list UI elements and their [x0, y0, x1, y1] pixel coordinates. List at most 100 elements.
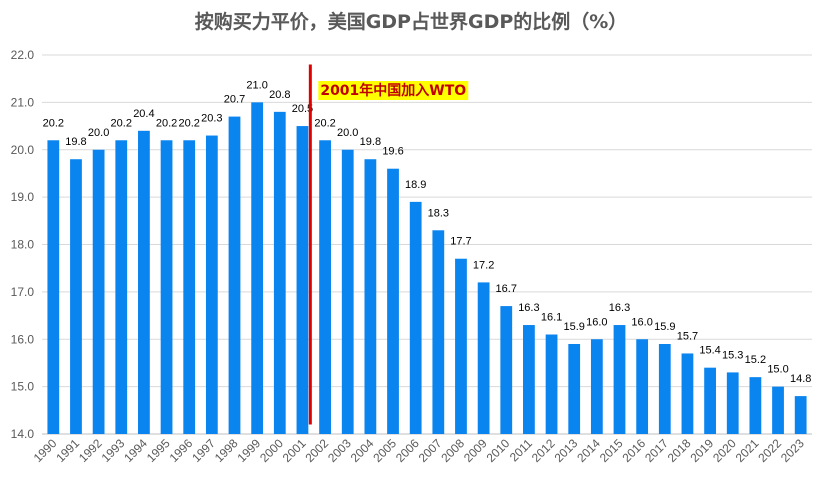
bar-1990: [47, 140, 60, 434]
x-tick-label: 2004: [348, 436, 377, 465]
bar-1996: [183, 140, 196, 434]
x-tick-label: 2021: [733, 436, 762, 465]
bar-2021: [749, 377, 762, 434]
data-label-1992: 20.0: [88, 127, 109, 139]
bar-2022: [772, 386, 784, 434]
bar-2013: [568, 343, 581, 434]
x-tick-label: 1994: [121, 436, 150, 465]
bar-2006: [409, 201, 422, 434]
bar-2005: [387, 168, 399, 434]
bar-1997: [205, 135, 218, 434]
bar-2018: [681, 353, 694, 434]
x-tick-label: 1995: [144, 436, 173, 465]
x-tick-label: 2014: [574, 436, 603, 465]
x-tick-label: 2019: [687, 436, 716, 465]
data-label-1995: 20.2: [156, 117, 177, 129]
bar-2015: [613, 325, 626, 434]
x-tick-label: 2022: [755, 436, 784, 465]
data-label-2021: 15.2: [745, 354, 766, 366]
gridlines: [42, 54, 812, 435]
y-tick-label: 15.0: [11, 380, 35, 394]
data-label-2019: 15.4: [699, 345, 720, 357]
data-label-2015: 16.3: [609, 302, 630, 314]
data-label-2014: 16.0: [586, 316, 607, 328]
bar-2009: [477, 282, 490, 434]
data-label-2004: 19.8: [360, 136, 381, 148]
bar-1993: [115, 140, 128, 434]
data-label-2016: 16.0: [631, 316, 652, 328]
y-tick-label: 17.0: [11, 285, 35, 299]
bar-2010: [500, 306, 513, 434]
x-tick-label: 2001: [280, 436, 309, 465]
x-tick-label: 1991: [53, 436, 82, 465]
x-tick-label: 2017: [642, 436, 671, 465]
bar-2023: [794, 396, 807, 434]
bar-2019: [704, 367, 716, 434]
x-tick-label: 2011: [507, 436, 535, 464]
bar-2002: [319, 140, 331, 434]
x-tick-label: 2000: [257, 436, 286, 465]
x-tick-label: 2016: [619, 436, 648, 465]
bar-2014: [590, 339, 603, 434]
bar-2007: [432, 230, 445, 434]
x-tick-label: 2008: [438, 436, 467, 465]
bar-2017: [658, 343, 671, 434]
x-tick-label: 2020: [710, 436, 739, 465]
bar-2003: [341, 149, 354, 434]
x-tick-label: 2012: [529, 436, 558, 465]
x-tick-label: 2005: [370, 436, 399, 465]
data-label-1994: 20.4: [133, 108, 154, 120]
bar-1995: [160, 140, 173, 434]
data-label-1998: 20.7: [224, 94, 245, 106]
y-tick-label: 21.0: [11, 95, 35, 109]
x-tick-label: 2015: [597, 436, 626, 465]
data-label-2011: 16.3: [518, 302, 539, 314]
wto-annotation-text: 2001年中国加入WTO: [320, 82, 466, 99]
y-tick-label: 16.0: [11, 332, 35, 346]
data-label-2000: 20.8: [269, 89, 290, 101]
y-tick-label: 18.0: [11, 238, 35, 252]
bar-2004: [364, 159, 377, 434]
data-label-2022: 15.0: [767, 364, 788, 376]
bar-2001: [296, 126, 309, 434]
x-tick-label: 2006: [393, 436, 422, 465]
data-label-2018: 15.7: [677, 330, 698, 342]
data-label-1999: 21.0: [246, 79, 267, 91]
data-label-1991: 19.8: [65, 136, 86, 148]
x-tick-label: 2013: [552, 436, 581, 465]
data-label-2008: 17.7: [450, 236, 471, 248]
x-tick-label: 1992: [76, 436, 105, 465]
data-label-2009: 17.2: [473, 259, 494, 271]
x-axis: 1990199119921993199419951996199719981999…: [31, 436, 807, 465]
data-label-2012: 16.1: [541, 312, 562, 324]
x-tick-label: 1996: [167, 436, 196, 465]
x-tick-label: 2002: [302, 436, 331, 465]
data-label-2023: 14.8: [790, 373, 811, 385]
x-tick-label: 2003: [325, 436, 354, 465]
data-label-2020: 15.3: [722, 349, 743, 361]
bar-2000: [273, 111, 286, 434]
bar-2008: [455, 258, 467, 434]
data-label-1997: 20.3: [201, 113, 222, 125]
x-tick-label: 1997: [189, 436, 218, 465]
x-tick-label: 2009: [461, 436, 490, 465]
data-label-2002: 20.2: [314, 117, 335, 129]
data-label-2013: 15.9: [563, 321, 584, 333]
data-label-2010: 16.7: [496, 283, 517, 295]
y-axis: 14.0 15.0 16.0 17.0 18.0 19.0 20.0 21.0 22.0: [11, 48, 812, 441]
data-label-2005: 19.6: [382, 146, 403, 158]
bar-1991: [70, 159, 82, 434]
bar-1992: [92, 149, 105, 434]
data-label-2007: 18.3: [428, 207, 449, 219]
data-label-1990: 20.2: [43, 117, 64, 129]
y-tick-label: 19.0: [11, 190, 35, 204]
x-tick-label: 1999: [234, 436, 263, 465]
y-tick-label: 22.0: [11, 48, 35, 62]
bar-1999: [251, 102, 264, 434]
bar-2012: [545, 334, 558, 434]
data-label-1993: 20.2: [111, 117, 132, 129]
bars: [47, 102, 807, 435]
wto-annotation-highlight: [318, 81, 469, 100]
data-label-2001: 20.5: [292, 103, 313, 115]
